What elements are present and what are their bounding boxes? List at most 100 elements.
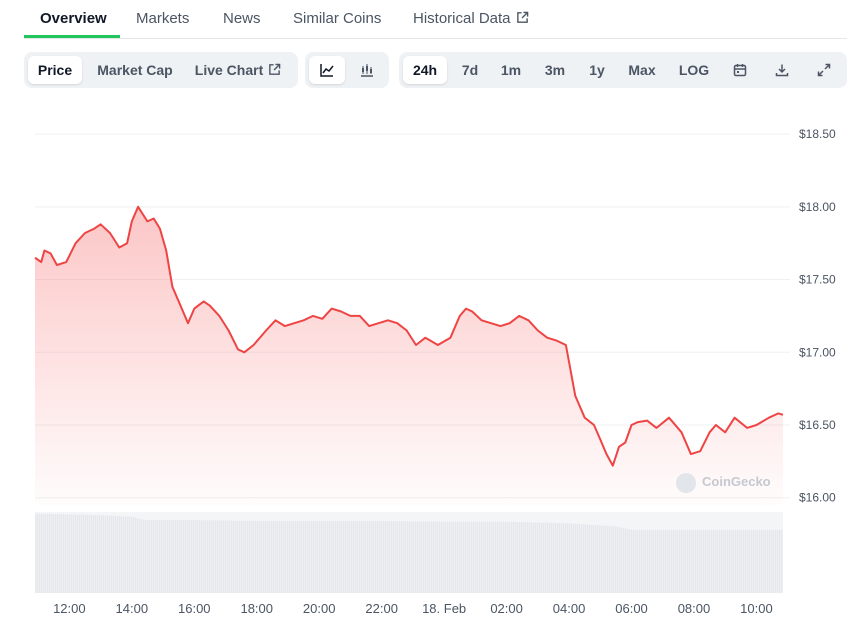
volume-bar	[261, 520, 263, 593]
range-7d-button[interactable]: 7d	[461, 62, 479, 78]
volume-bar	[545, 522, 547, 593]
volume-bar	[139, 518, 141, 593]
volume-bar	[721, 529, 723, 593]
volume-bar	[375, 520, 377, 593]
volume-bar	[775, 529, 777, 593]
volume-bar	[385, 520, 387, 593]
volume-bar	[43, 513, 45, 593]
volume-bar	[199, 520, 201, 593]
range-24h-button[interactable]: 24h	[403, 56, 447, 84]
market-cap-button[interactable]: Market Cap	[97, 62, 173, 78]
calendar-button[interactable]	[725, 56, 755, 84]
fullscreen-icon	[817, 63, 831, 77]
volume-bar	[153, 520, 155, 593]
volume-bar	[635, 529, 637, 593]
volume-bar	[621, 527, 623, 593]
volume-bar	[71, 514, 73, 593]
volume-bar	[367, 520, 369, 593]
volume-bar	[407, 521, 409, 593]
volume-bar	[631, 529, 633, 593]
volume-bar	[129, 516, 131, 593]
volume-bar	[693, 529, 695, 593]
volume-bar	[215, 520, 217, 593]
y-tick-label: $18.50	[799, 127, 836, 141]
tab-historical-data[interactable]: Historical Data	[413, 0, 529, 38]
volume-bar	[765, 529, 767, 593]
x-tick-label: 20:00	[303, 601, 336, 616]
volume-bar	[317, 520, 319, 593]
tab-news[interactable]: News	[223, 10, 261, 27]
volume-bar	[373, 520, 375, 593]
volume-bar	[581, 524, 583, 593]
volume-bar	[763, 529, 765, 593]
volume-bar	[225, 520, 227, 593]
tab-markets[interactable]: Markets	[136, 10, 190, 27]
volume-bar	[293, 520, 295, 593]
y-tick-label: $18.00	[799, 200, 836, 214]
volume-bar	[701, 529, 703, 593]
volume-bar	[579, 524, 581, 593]
line-chart-icon	[320, 64, 334, 77]
volume-bar	[91, 514, 93, 593]
volume-bar	[167, 520, 169, 593]
volume-bar	[341, 520, 343, 593]
price-button[interactable]: Price	[28, 56, 82, 84]
range-3m-button[interactable]: 3m	[544, 62, 566, 78]
log-scale-button[interactable]: LOG	[678, 62, 710, 78]
volume-bar	[699, 529, 701, 593]
volume-bar	[203, 520, 205, 593]
volume-bar	[705, 529, 707, 593]
volume-bar	[667, 529, 669, 593]
volume-bar	[427, 521, 429, 593]
volume-bar	[443, 521, 445, 593]
volume-bar	[289, 520, 291, 593]
volume-bars	[35, 512, 783, 593]
volume-bar	[617, 526, 619, 593]
volume-bar	[107, 515, 109, 593]
volume-bar	[349, 520, 351, 593]
volume-bar	[633, 529, 635, 593]
volume-bar	[257, 520, 259, 593]
volume-bar	[559, 523, 561, 593]
volume-bar	[231, 520, 233, 593]
volume-bar	[431, 521, 433, 593]
volume-bar	[567, 523, 569, 593]
download-button[interactable]	[767, 56, 797, 84]
volume-bar	[723, 529, 725, 593]
volume-bar	[409, 521, 411, 593]
range-1y-button[interactable]: 1y	[589, 62, 605, 78]
volume-bar	[73, 514, 75, 593]
volume-bar	[239, 520, 241, 593]
volume-bar	[135, 517, 137, 593]
volume-bar	[759, 529, 761, 593]
volume-bar	[387, 520, 389, 593]
volume-bar	[211, 520, 213, 593]
range-1m-button[interactable]: 1m	[500, 62, 522, 78]
volume-bar	[313, 520, 315, 593]
coingecko-logo-icon	[676, 472, 696, 493]
volume-bar	[415, 521, 417, 593]
volume-bar	[717, 529, 719, 593]
range-max-button[interactable]: Max	[628, 62, 656, 78]
volume-bar	[459, 521, 461, 593]
range-toolbar: 24h 7d 1m 3m 1y Max LOG	[399, 52, 847, 88]
volume-bar	[573, 523, 575, 593]
volume-bar	[423, 521, 425, 593]
fullscreen-button[interactable]	[809, 56, 839, 84]
volume-bar	[181, 520, 183, 593]
volume-bar	[221, 520, 223, 593]
x-tick-label: 22:00	[365, 601, 398, 616]
volume-bar	[233, 520, 235, 593]
volume-bar	[541, 522, 543, 593]
tab-similar-coins[interactable]: Similar Coins	[293, 10, 382, 27]
line-chart-button[interactable]	[309, 56, 345, 84]
volume-bar	[189, 520, 191, 593]
tab-overview[interactable]: Overview	[40, 10, 107, 27]
volume-bar	[521, 522, 523, 593]
volume-bar	[235, 520, 237, 593]
candlestick-chart-button[interactable]	[349, 56, 385, 84]
volume-bar	[53, 514, 55, 593]
volume-bar	[61, 514, 63, 593]
live-chart-button[interactable]: Live Chart	[188, 56, 288, 84]
